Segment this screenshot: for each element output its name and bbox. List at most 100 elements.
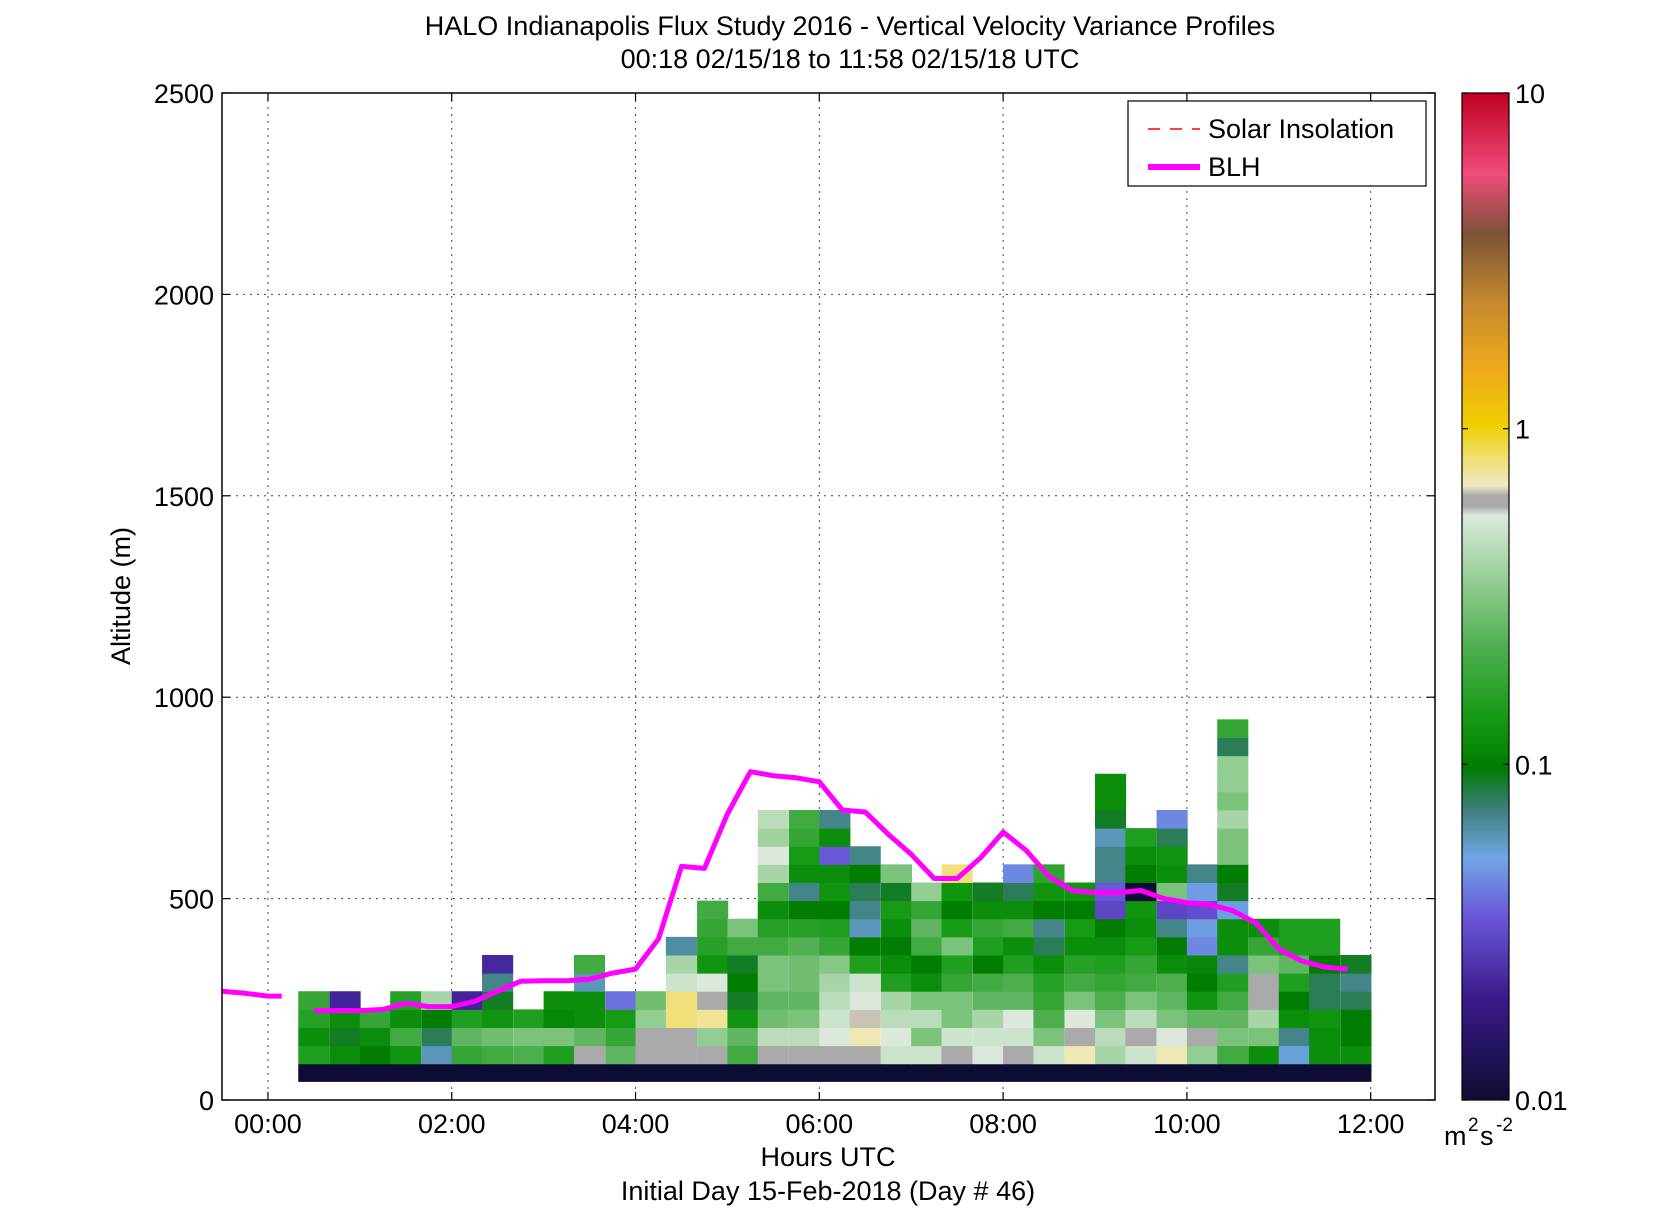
- heatmap-cell: [757, 954, 789, 974]
- heatmap-cell: [513, 1045, 545, 1065]
- heatmap-cell: [359, 1027, 391, 1047]
- heatmap-cell: [788, 900, 821, 920]
- heatmap-cell: [1156, 1045, 1188, 1065]
- x-axis-label: Hours UTC: [760, 1142, 895, 1172]
- heatmap-cell: [788, 846, 821, 865]
- heatmap-cell: [1217, 737, 1249, 757]
- heatmap-cell: [788, 954, 821, 974]
- heatmap-cell: [329, 1045, 361, 1065]
- heatmap-cell: [941, 936, 973, 956]
- heatmap-cell: [451, 1027, 483, 1047]
- heatmap-cell: [1217, 882, 1249, 902]
- heatmap-cell: [1125, 828, 1157, 847]
- heatmap-cell: [1248, 954, 1280, 974]
- heatmap-bottom-row: [298, 1063, 1372, 1082]
- heatmap-cell: [941, 1009, 973, 1028]
- heatmap-cell: [1125, 1045, 1157, 1065]
- heatmap-cell: [911, 954, 943, 974]
- heatmap-cell: [1033, 1045, 1065, 1065]
- heatmap-cell: [1217, 991, 1249, 1010]
- heatmap-cell: [635, 1009, 667, 1028]
- heatmap-cell: [757, 900, 789, 920]
- x-tick-label: 02:00: [418, 1109, 486, 1139]
- heatmap-cell: [513, 1027, 545, 1047]
- heatmap-cell: [697, 1027, 729, 1047]
- heatmap-cell: [1033, 936, 1065, 956]
- heatmap-cell: [1340, 973, 1372, 992]
- heatmap-cell: [788, 918, 821, 938]
- heatmap-cell: [1064, 918, 1096, 938]
- heatmap-cell: [697, 918, 729, 938]
- heatmap-cell: [390, 1027, 422, 1047]
- heatmap-cell: [1156, 973, 1188, 992]
- heatmap-cell: [421, 1045, 453, 1065]
- heatmap-cell: [697, 1009, 729, 1028]
- heatmap-cell: [1156, 954, 1188, 974]
- heatmap-cell: [788, 973, 821, 992]
- chart-subtitle: 00:18 02/15/18 to 11:58 02/15/18 UTC: [621, 44, 1080, 74]
- heatmap-cell: [757, 1045, 789, 1065]
- heatmap-cell: [1217, 828, 1249, 847]
- heatmap-cell: [757, 918, 789, 938]
- heatmap-cell: [1033, 900, 1065, 920]
- heatmap-cell: [1186, 1027, 1219, 1047]
- heatmap-cell: [757, 809, 789, 829]
- heatmap-cell: [359, 1009, 391, 1028]
- heatmap-cell: [1094, 954, 1127, 974]
- heatmap-cell: [298, 1027, 330, 1047]
- heatmap-cell: [941, 882, 973, 902]
- heatmap-cell: [543, 991, 575, 1010]
- y-tick-label: 1000: [154, 683, 214, 713]
- heatmap-cell: [1340, 1027, 1372, 1047]
- heatmap-cell: [1003, 954, 1035, 974]
- heatmap-cell: [788, 1027, 821, 1047]
- heatmap-cell: [1248, 1027, 1280, 1047]
- heatmap-cell: [1094, 900, 1127, 920]
- heatmap-cell: [972, 991, 1004, 1010]
- heatmap-cell: [757, 882, 789, 902]
- heatmap-cell: [849, 954, 881, 974]
- heatmap-cell: [1186, 991, 1219, 1010]
- heatmap-cell: [819, 936, 851, 956]
- heatmap-cell: [298, 991, 330, 1010]
- heatmap-cell: [1340, 1045, 1372, 1065]
- heatmap-cell: [972, 954, 1004, 974]
- heatmap-cell: [1125, 1009, 1157, 1028]
- heatmap-cell: [1217, 1027, 1249, 1047]
- heatmap-cell: [1248, 1009, 1280, 1028]
- colorbar-unit-exp2: -2: [1496, 1115, 1513, 1136]
- heatmap-cell: [757, 1009, 789, 1028]
- heatmap-cell: [727, 973, 759, 992]
- heatmap-cell: [359, 1045, 391, 1065]
- heatmap-cell: [1217, 1009, 1249, 1028]
- heatmap-cell: [1217, 773, 1249, 793]
- heatmap-cell: [482, 954, 514, 974]
- heatmap-cell: [1003, 1045, 1035, 1065]
- heatmap-cell: [329, 1027, 361, 1047]
- x-tick-label: 10:00: [1153, 1109, 1221, 1139]
- heatmap-cell: [665, 954, 697, 974]
- heatmap-cell: [1248, 973, 1280, 992]
- heatmap-cell: [573, 1027, 606, 1047]
- heatmap-cell: [1033, 882, 1065, 902]
- heatmap-cell: [788, 936, 821, 956]
- heatmap-cell: [880, 918, 913, 938]
- heatmap-cell: [1033, 1009, 1065, 1028]
- heatmap-cell: [1033, 954, 1065, 974]
- heatmap-cell: [329, 991, 361, 1010]
- heatmap-cell: [819, 973, 851, 992]
- heatmap-cell: [697, 1045, 729, 1065]
- heatmap-cell: [1217, 719, 1249, 738]
- heatmap-cell: [972, 900, 1004, 920]
- heatmap-cell: [1248, 991, 1280, 1010]
- heatmap-cell: [482, 1009, 514, 1028]
- heatmap-cell: [819, 828, 851, 847]
- heatmap-cell: [972, 1045, 1004, 1065]
- heatmap-cell: [605, 1009, 637, 1028]
- heatmap-cell: [1064, 1045, 1096, 1065]
- heatmap-cell: [757, 828, 789, 847]
- heatmap-cell: [1094, 991, 1127, 1010]
- heatmap-cell: [880, 1009, 913, 1028]
- heatmap-cells: [298, 719, 1372, 1082]
- heatmap-cell: [697, 936, 729, 956]
